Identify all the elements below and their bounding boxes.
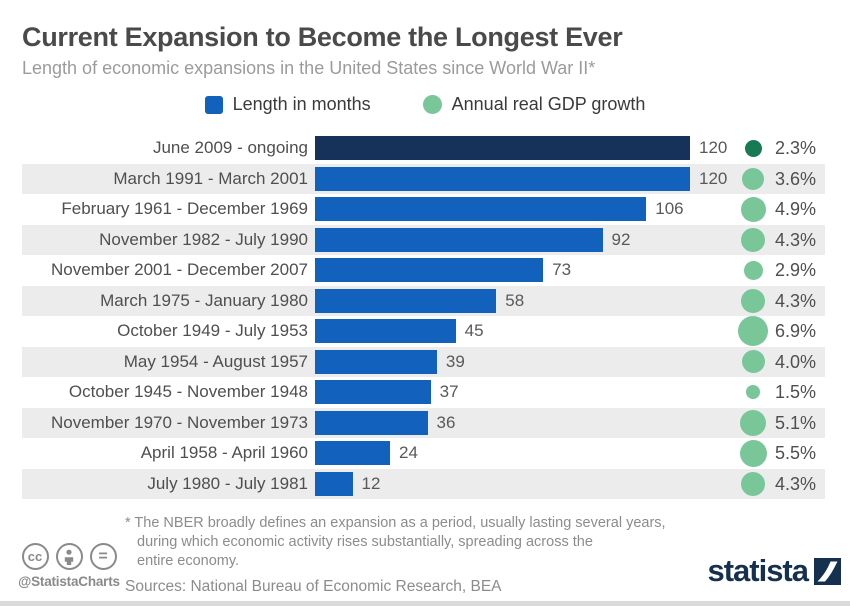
attribution-person-icon	[55, 543, 83, 570]
months-value: 106	[655, 199, 684, 218]
months-value: 73	[552, 260, 572, 279]
legend-months-label: Length in months	[232, 94, 371, 114]
period-label: October 1945 - November 1948	[68, 382, 308, 401]
footnote-line: * The NBER broadly defines an expansion …	[125, 515, 666, 531]
period-label: July 1980 - July 1981	[147, 473, 308, 493]
period-label: March 1975 - January 1980	[100, 290, 308, 310]
period-label: November 1970 - November 1973	[50, 412, 308, 432]
months-bar	[315, 288, 497, 313]
months-bar	[315, 197, 647, 222]
footnote-line: during which economic activity rises sub…	[137, 534, 593, 550]
months-bar	[315, 380, 431, 405]
gdp-swatch-icon	[422, 95, 442, 114]
bar-chart: June 2009 - ongoing 120 2.3% March 1991 - M…	[22, 133, 825, 499]
credit-handle: @StatistaCharts	[18, 574, 120, 589]
notes: * The NBER broadly defines an expansion …	[125, 514, 666, 596]
gdp-circle	[738, 316, 768, 347]
period-label: May 1954 - August 1957	[123, 351, 308, 371]
gdp-value: 6.9%	[775, 321, 817, 341]
gdp-value: 5.5%	[775, 443, 817, 463]
months-bar	[315, 471, 353, 496]
gdp-circle	[744, 139, 762, 157]
months-value: 45	[464, 321, 484, 340]
period-label: June 2009 - ongoing	[152, 138, 308, 157]
gdp-circle	[746, 385, 760, 400]
months-bar	[315, 136, 690, 161]
bottom-border	[0, 601, 850, 606]
gdp-value: 4.0%	[775, 351, 817, 372]
gdp-value: 4.3%	[775, 290, 817, 311]
months-bar	[315, 319, 456, 344]
gdp-circle	[740, 409, 766, 436]
months-swatch-icon	[204, 95, 223, 114]
period-label: October 1949 - July 1953	[117, 321, 308, 340]
period-label: November 1982 - July 1990	[99, 229, 308, 249]
chart-row: February 1961 - December 1969 106 4.9%	[22, 194, 825, 225]
chart-row: May 1954 - August 1957 39 4.0%	[22, 346, 825, 377]
gdp-circle	[739, 439, 767, 467]
months-bar	[315, 441, 390, 466]
gdp-value: 2.3%	[775, 138, 817, 158]
months-bar	[315, 410, 428, 435]
gdp-value: 4.3%	[775, 229, 817, 250]
gdp-value: 2.9%	[775, 260, 817, 280]
months-bar	[315, 227, 603, 252]
gdp-value: 4.9%	[775, 199, 817, 219]
chart-row: November 2001 - December 2007 73 2.9%	[22, 255, 825, 286]
months-value: 24	[399, 443, 418, 462]
gdp-circle	[742, 167, 764, 190]
page-subtitle: Length of economic expansions in the Uni…	[22, 58, 596, 78]
legend-item-months: Length in months	[204, 94, 371, 115]
chart-row: November 1970 - November 1973 36 5.1%	[22, 407, 825, 438]
legend: Length in months Annual real GDP growth	[0, 94, 850, 115]
chart-row: July 1980 - July 1981 12 4.3%	[22, 468, 825, 499]
months-value: 120	[699, 168, 728, 188]
months-value: 120	[699, 138, 728, 157]
chart-row: November 1982 - July 1990 92 4.3%	[22, 224, 825, 255]
gdp-value: 4.3%	[775, 473, 817, 494]
legend-gdp-label: Annual real GDP growth	[451, 94, 646, 114]
statista-wordmark: statista	[707, 553, 809, 588]
period-label: February 1961 - December 1969	[61, 199, 308, 218]
chart-row: October 1945 - November 1948 37 1.5%	[22, 377, 825, 408]
chart-row: April 1958 - April 1960 24 5.5%	[22, 438, 825, 469]
months-value: 36	[436, 412, 456, 432]
chart-row: March 1975 - January 1980 58 4.3%	[22, 285, 825, 316]
gdp-value: 5.1%	[775, 412, 817, 433]
months-value: 12	[361, 473, 381, 493]
footer: cc = @StatistaCharts * The NBER broadly …	[0, 505, 850, 601]
period-label: April 1958 - April 1960	[140, 443, 308, 462]
gdp-circle	[741, 288, 765, 313]
cc-icon: cc	[21, 543, 49, 570]
sources-line: Sources: National Bureau of Economic Res…	[125, 578, 502, 595]
months-bar	[315, 166, 690, 191]
chart-row: June 2009 - ongoing 120 2.3%	[22, 133, 825, 164]
gdp-circle	[741, 350, 765, 374]
months-value: 37	[439, 382, 459, 401]
cc-icons: cc =	[13, 543, 125, 570]
footnote-line: entire economy.	[137, 553, 240, 569]
chart-row: March 1991 - March 2001 120 3.6%	[22, 163, 825, 194]
period-label: November 2001 - December 2007	[50, 260, 308, 279]
gdp-value: 3.6%	[775, 168, 817, 189]
legend-item-gdp: Annual real GDP growth	[422, 94, 646, 115]
equals-icon: =	[89, 543, 117, 570]
months-value: 58	[505, 290, 525, 310]
months-value: 39	[445, 351, 465, 371]
months-bar	[315, 258, 544, 283]
chart-row: October 1949 - July 1953 45 6.9%	[22, 316, 825, 347]
period-label: March 1991 - March 2001	[113, 168, 308, 188]
statista-logo: statista	[707, 553, 841, 589]
statista-slash-icon	[814, 557, 841, 585]
gdp-circle	[743, 260, 763, 280]
page-title: Current Expansion to Become the Longest …	[22, 22, 623, 52]
gdp-circle	[740, 196, 766, 222]
gdp-circle	[741, 471, 765, 496]
gdp-value: 1.5%	[775, 382, 817, 402]
creative-commons-block: cc = @StatistaCharts	[13, 543, 125, 589]
months-value: 92	[611, 229, 631, 249]
months-bar	[315, 349, 437, 374]
gdp-circle	[741, 227, 765, 252]
